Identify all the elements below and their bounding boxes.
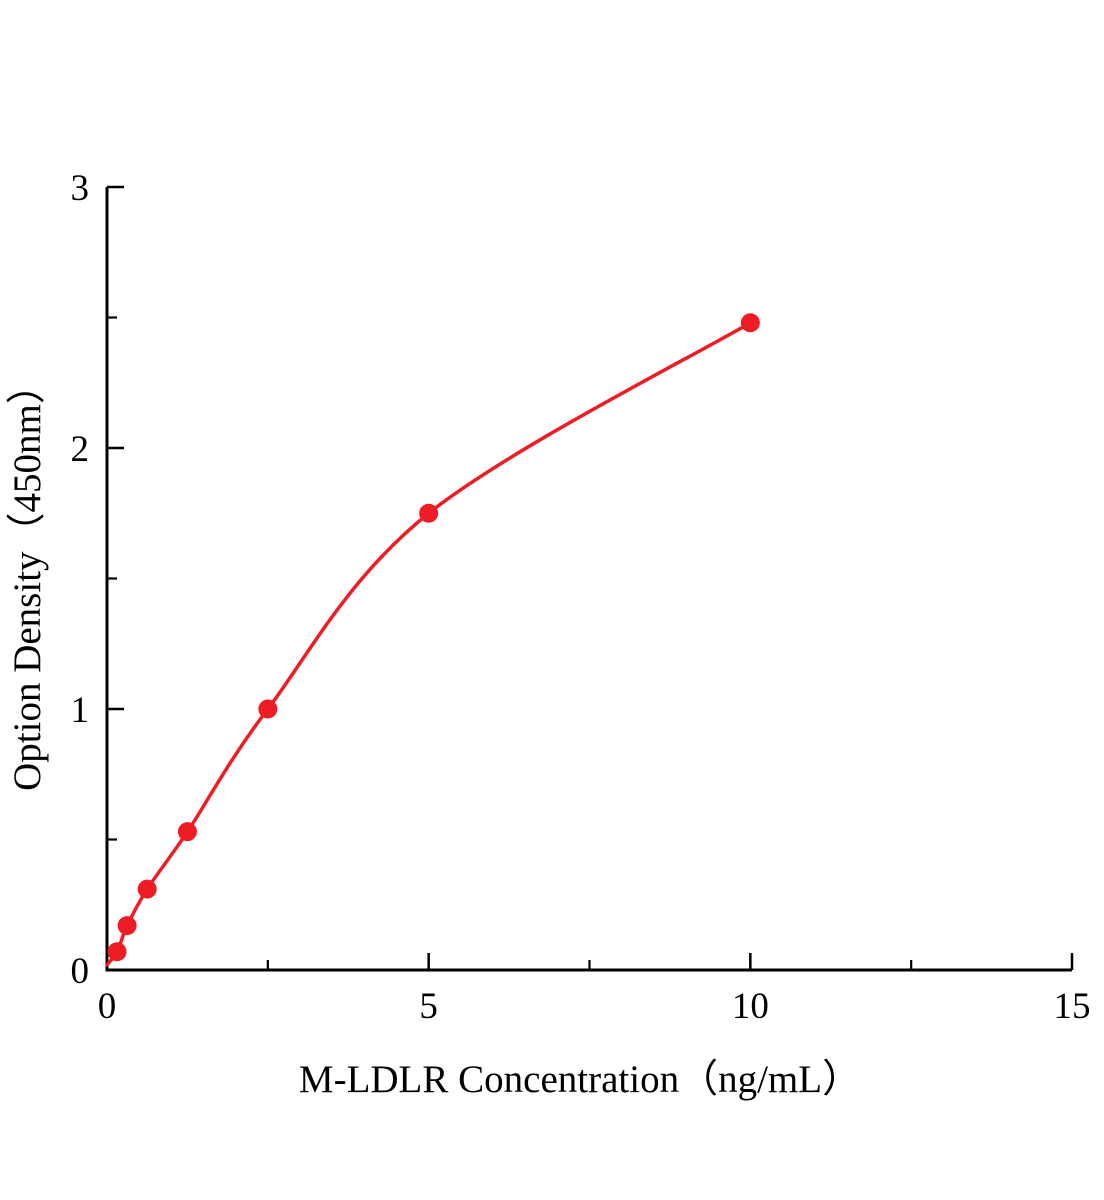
data-point-marker (117, 916, 137, 936)
data-point-marker (740, 313, 760, 333)
y-tick-label: 1 (71, 690, 90, 731)
data-point-marker (177, 822, 197, 842)
data-point-marker (258, 699, 278, 719)
y-tick-label: 0 (71, 951, 90, 992)
x-tick-label: 5 (419, 986, 438, 1027)
x-tick-label: 10 (732, 986, 769, 1027)
y-axis-title: Option Density（450nm） (6, 365, 49, 791)
y-tick-label: 2 (71, 429, 90, 470)
data-point-marker (137, 879, 157, 899)
x-tick-label: 0 (98, 986, 117, 1027)
x-axis-title: M-LDLR Concentration（ng/mL） (299, 1058, 861, 1101)
fit-curve (105, 320, 753, 967)
data-point-marker (419, 503, 439, 523)
x-tick-label: 15 (1054, 986, 1091, 1027)
axis-lines (105, 187, 1072, 972)
curve-and-points (105, 313, 760, 967)
y-tick-label: 3 (71, 168, 90, 209)
axes: 0 5 10 15 0 1 2 3 (71, 168, 1091, 1027)
data-point-marker (107, 942, 127, 962)
